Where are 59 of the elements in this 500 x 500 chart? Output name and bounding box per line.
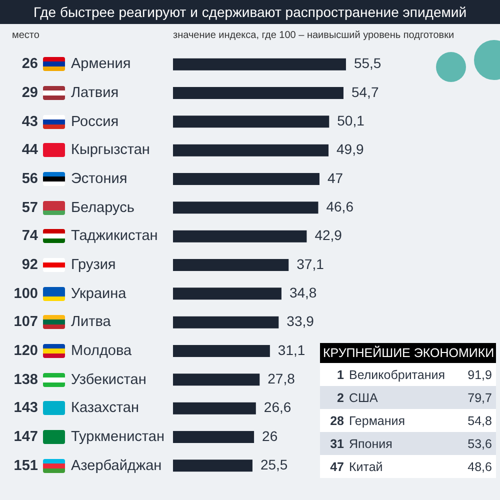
category-label: 26 Армения (22, 56, 131, 72)
bar (173, 172, 320, 186)
bar (173, 288, 282, 300)
category-label: 100 Украина (14, 286, 126, 302)
data-label: 91,9 (468, 368, 492, 382)
data-label: 31,1 (278, 342, 306, 358)
category-label: 147 Туркменистан (14, 429, 164, 445)
category-label: 56 Эстония (22, 171, 128, 187)
bar (173, 258, 289, 272)
text: КРУПНЕЙШИЕ ЭКОНОМИКИ (320, 343, 496, 363)
data-label: 53,6 (468, 436, 492, 450)
category-label: 107 Литва (14, 314, 111, 330)
data-label: 54,8 (468, 414, 492, 428)
data-label: 49,9 (336, 141, 364, 158)
data-label: 25,5 (260, 456, 288, 473)
category-label: 57 Беларусь (22, 200, 134, 216)
category-label: 120 Молдова (14, 343, 132, 359)
category-label: 1 Великобритания (336, 368, 446, 382)
category-label: 143 Казахстан (14, 400, 139, 416)
bar (173, 374, 260, 386)
data-label: 46,6 (326, 198, 354, 215)
category-label: 44 Кыргызстан (22, 142, 150, 158)
data-label: 37,1 (296, 256, 324, 272)
category-label: 47 Китай (329, 460, 384, 474)
data-label: 42,9 (314, 227, 342, 244)
category-label: 28 Германия (329, 414, 406, 428)
data-label: 33,9 (286, 313, 314, 330)
text: значение индекса, где 100 – наивысший уровень подготовки (173, 30, 454, 41)
data-label: 50,1 (337, 112, 365, 129)
category-label: 92 Грузия (22, 257, 116, 273)
bar (173, 402, 256, 414)
bar (173, 344, 270, 358)
category-label: 29 Латвия (22, 85, 119, 101)
data-label: 47 (327, 170, 344, 186)
chart-title: Где быстрее реагируют и сдерживают распространение эпидемий (0, 0, 500, 24)
data-label: 27,8 (268, 370, 296, 387)
text: место (12, 30, 40, 41)
category-label: 74 Таджикистан (22, 228, 158, 244)
bar (173, 202, 318, 214)
data-label: 26 (262, 428, 278, 444)
bar (173, 58, 346, 70)
category-label: 43 Россия (22, 114, 119, 130)
bar (173, 86, 344, 100)
bar (173, 316, 279, 328)
category-label: 138 Узбекистан (14, 372, 146, 388)
data-label: 48,6 (468, 460, 492, 474)
category-label: 2 США (336, 390, 379, 404)
data-label: 34,8 (289, 284, 317, 301)
bar (173, 430, 254, 444)
data-label: 26,6 (264, 399, 292, 416)
bar (173, 230, 307, 242)
bar (173, 144, 329, 156)
category-label: 31 Япония (329, 436, 394, 450)
data-label: 55,5 (354, 55, 382, 72)
bar (173, 460, 252, 472)
data-label: 54,7 (351, 84, 379, 100)
bar (173, 116, 330, 128)
data-label: 79,7 (468, 390, 492, 404)
category-label: 151 Азербайджан (14, 458, 162, 474)
